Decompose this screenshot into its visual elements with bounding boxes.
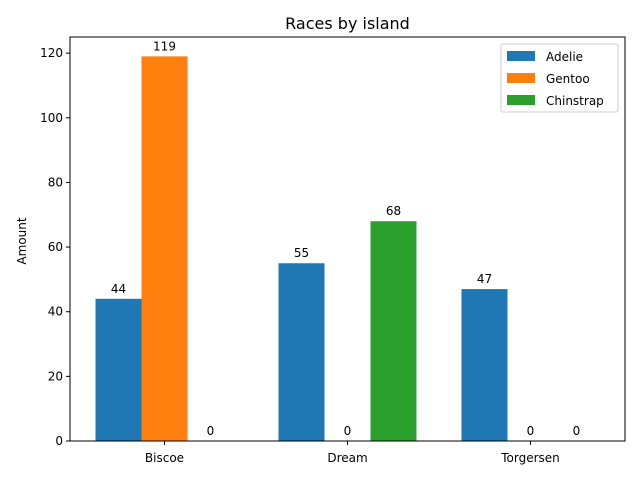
bar-adelie-dream — [278, 263, 325, 441]
bar-chinstrap-dream — [370, 221, 417, 441]
y-tick-label: 40 — [48, 305, 63, 319]
legend-swatch-gentoo — [507, 73, 535, 83]
data-label-adelie-dream: 55 — [294, 246, 309, 260]
data-label-gentoo-biscoe: 119 — [153, 39, 176, 53]
data-label-adelie-torgersen: 47 — [477, 272, 492, 286]
data-label-chinstrap-dream: 68 — [386, 204, 401, 218]
y-tick-label: 80 — [48, 175, 63, 189]
bar-adelie-torgersen — [461, 289, 508, 441]
y-axis: 0 20 40 60 80 100 120 — [40, 46, 70, 448]
x-tick-label: Dream — [327, 451, 367, 465]
y-tick-label: 20 — [48, 369, 63, 383]
x-tick-label: Torgersen — [500, 451, 560, 465]
legend-label-gentoo: Gentoo — [546, 72, 590, 86]
legend-swatch-chinstrap — [507, 95, 535, 105]
data-labels-group: 44 55 47 119 0 0 0 68 0 — [111, 39, 580, 438]
data-label-adelie-biscoe: 44 — [111, 282, 126, 296]
data-label-gentoo-torgersen: 0 — [527, 424, 535, 438]
bar-adelie-biscoe — [95, 298, 142, 441]
y-tick-label: 0 — [55, 434, 63, 448]
y-tick-label: 100 — [40, 111, 63, 125]
plot-frame — [69, 36, 626, 442]
chart-title: Races by island — [285, 14, 410, 33]
legend: Adelie Gentoo Chinstrap — [500, 43, 619, 113]
data-label-gentoo-dream: 0 — [344, 424, 352, 438]
x-tick-label: Biscoe — [145, 451, 184, 465]
bars-group — [95, 56, 508, 441]
x-axis: Biscoe Dream Torgersen — [145, 441, 560, 465]
y-tick-label: 120 — [40, 46, 63, 60]
data-label-chinstrap-biscoe: 0 — [207, 424, 215, 438]
y-tick-label: 60 — [48, 240, 63, 254]
legend-label-adelie: Adelie — [546, 50, 583, 64]
y-axis-label: Amount — [15, 217, 29, 264]
bar-gentoo-biscoe — [141, 56, 188, 441]
legend-label-chinstrap: Chinstrap — [546, 94, 604, 108]
data-label-chinstrap-torgersen: 0 — [573, 424, 581, 438]
legend-swatch-adelie — [507, 51, 535, 61]
